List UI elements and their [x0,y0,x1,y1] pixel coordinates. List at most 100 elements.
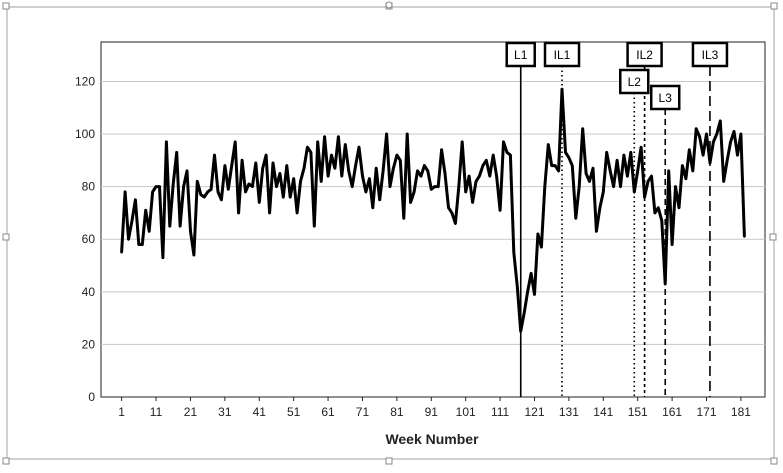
data-point [151,190,154,194]
data-point [419,174,423,178]
data-point [313,224,316,228]
data-point [736,153,739,157]
data-point [268,211,271,215]
data-point [698,135,701,138]
data-point [488,174,491,178]
data-point [433,185,436,188]
data-point [588,180,591,183]
data-point [629,151,632,154]
data-point [571,164,574,167]
event-label: IL2 [636,48,653,62]
data-point [381,169,385,173]
data-point [509,153,512,157]
data-point [505,151,509,154]
data-point [495,174,498,178]
data-point [371,206,374,209]
data-point [533,293,536,296]
data-point [553,164,557,167]
resize-handle-top-left[interactable] [2,2,10,10]
y-tick-label: 100 [75,127,95,141]
resize-handle-right[interactable] [769,233,777,241]
data-point [416,169,419,173]
event-label-box [691,41,729,68]
x-tick-label: 171 [696,405,716,419]
data-point [461,140,464,144]
data-point [261,167,264,170]
y-axis-ticks: 0 20 40 60 80 100 120 [75,74,95,404]
resize-handle-bottom-right[interactable] [770,457,778,465]
data-point [574,217,577,220]
data-point [320,180,323,183]
data-point [560,88,564,91]
data-point [309,151,313,154]
data-point [357,146,361,149]
data-point [729,140,732,144]
data-point [523,311,526,315]
data-point [670,243,674,246]
data-point [464,190,467,194]
data-point [244,190,247,194]
x-tick-label: 181 [731,405,751,419]
data-point [368,177,371,180]
data-point [519,330,522,333]
event-label-box [649,84,681,111]
data-point [213,153,216,157]
resize-handles[interactable] [2,1,778,465]
data-point [557,169,560,173]
data-point [175,151,178,154]
data-point [406,132,409,136]
data-point [732,130,736,133]
resize-handle-bottom-left[interactable] [2,457,10,465]
data-point [395,153,399,157]
rotate-handle[interactable] [385,1,393,9]
data-point [481,164,485,167]
x-tick-label: 1 [118,405,125,419]
event-labels: L1 IL1 L2 IL2 L3 IL3 [505,41,729,111]
data-point [220,198,223,201]
data-point [168,224,171,228]
data-point [667,169,670,173]
x-tick-label: 121 [524,405,544,419]
data-point [646,180,650,183]
resize-handle-bottom[interactable] [385,457,393,465]
x-tick-label: 61 [321,405,335,419]
data-point [502,140,505,144]
data-point [440,148,443,151]
data-point [639,146,643,149]
data-point [660,219,663,222]
data-point [688,148,691,151]
x-tick-label: 21 [184,405,198,419]
data-point [340,174,343,178]
event-label: IL1 [554,48,571,62]
data-point [323,135,326,138]
data-point [443,172,447,175]
data-point [636,169,639,173]
data-point [684,177,688,180]
y-tick-label: 120 [75,74,95,88]
data-point [657,206,660,209]
y-tick-label: 20 [82,337,96,351]
data-point [216,190,220,194]
series-line [120,87,746,333]
data-point [423,164,426,167]
data-point [264,153,268,157]
data-point [316,140,319,144]
x-tick-label: 31 [218,405,232,419]
data-point [385,132,388,136]
resize-handle-top-right[interactable] [770,2,778,10]
event-label-box [543,41,581,68]
data-point [292,177,295,180]
data-point [326,174,330,178]
data-point [333,167,337,170]
data-point [595,230,598,233]
data-point [701,153,705,157]
x-tick-label: 51 [287,405,301,419]
data-point [148,230,151,233]
data-point [209,188,213,191]
x-tick-label: 161 [662,405,682,419]
data-point [619,185,622,188]
data-point [206,190,209,194]
data-point [144,209,147,212]
resize-handle-left[interactable] [2,233,10,241]
data-point [227,188,230,191]
